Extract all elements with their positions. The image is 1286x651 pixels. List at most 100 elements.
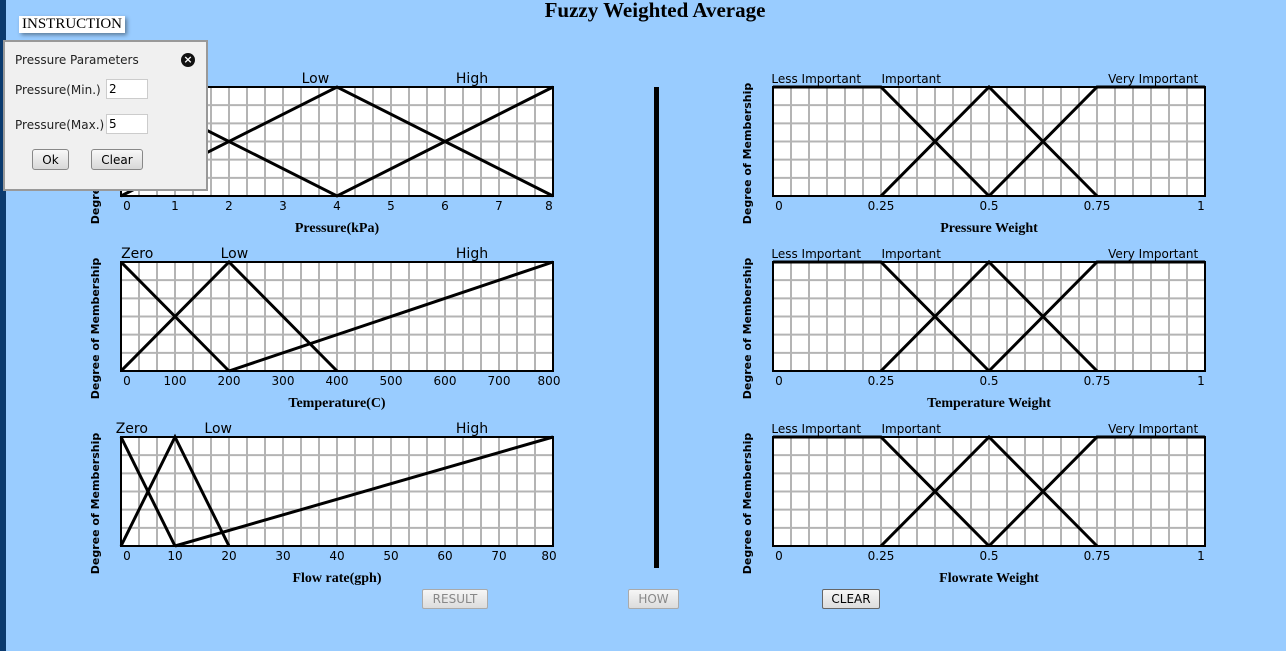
series-line-very-important (987, 435, 1205, 548)
series-line-important (879, 84, 1099, 198)
chart-svg: Less Important Important Very Important 0 0.… (741, 72, 1206, 236)
how-button[interactable]: HOW (628, 589, 679, 609)
y-axis-label: Degree of Membership (89, 433, 102, 575)
series-line-high (228, 260, 554, 373)
series-label: Zero (121, 246, 153, 262)
dialog-title: Pressure Parameters (15, 53, 139, 67)
y-axis-label: Degree of Membership (89, 258, 102, 400)
pressure-min-input[interactable] (106, 79, 148, 99)
series-label: Important (881, 72, 941, 86)
series-label: Low (221, 246, 249, 262)
x-axis-label: Pressure(kPa) (295, 221, 380, 236)
series-label: Low (302, 71, 330, 87)
x-tick-label: 40 (329, 549, 344, 563)
instruction-link[interactable]: INSTRUCTION (19, 16, 125, 33)
x-tick-label: 8 (545, 199, 553, 213)
series-line-less-important (773, 85, 991, 198)
series-label: Important (881, 247, 941, 261)
x-tick-label: 0 (123, 199, 131, 213)
chart-svg: Less Important Important Very Important 0 0.… (741, 247, 1206, 411)
x-tick-label: 1 (171, 199, 179, 213)
chart-svg: Zero Low High 0 100 200 300 400 500 600 700 800 Temp… (89, 246, 560, 411)
pressure-max-label: Pressure(Max.) (15, 118, 105, 132)
x-tick-label: 6 (441, 199, 449, 213)
x-tick-label: 80 (541, 549, 556, 563)
series-label: Low (204, 421, 232, 437)
series-label: High (456, 71, 488, 87)
x-axis-label: Pressure Weight (940, 221, 1038, 236)
x-tick-label: 0 (123, 549, 131, 563)
x-tick-label: 0.25 (868, 549, 895, 563)
x-tick-label: 0.5 (979, 374, 998, 388)
series-line-important (879, 434, 1099, 548)
x-tick-label: 20 (221, 549, 236, 563)
series-label: Very Important (1108, 247, 1198, 261)
x-tick-label: 0.25 (868, 199, 895, 213)
x-tick-label: 0.75 (1084, 549, 1111, 563)
series-line-low (119, 259, 339, 373)
clear-button[interactable]: CLEAR (822, 589, 880, 609)
x-tick-label: 30 (275, 549, 290, 563)
ok-button[interactable]: Ok (32, 149, 69, 170)
x-tick-label: 0 (775, 374, 783, 388)
x-tick-label: 0.5 (979, 199, 998, 213)
dialog-clear-button[interactable]: Clear (91, 149, 143, 170)
series-line-high (174, 435, 554, 548)
series-label: Less Important (771, 72, 861, 86)
x-axis-label: Temperature(C) (288, 396, 386, 411)
x-tick-label: 0.25 (868, 374, 895, 388)
x-tick-label: 0.5 (979, 549, 998, 563)
series-label: Zero (116, 421, 148, 437)
series-label: High (456, 421, 488, 437)
y-axis-label: Degree of Membership (741, 258, 754, 400)
series-line-less-important (773, 435, 991, 548)
series-label: Very Important (1108, 422, 1198, 436)
series-label: High (456, 246, 488, 262)
series-label: Very Important (1108, 72, 1198, 86)
series-line-less-important (773, 260, 991, 373)
x-tick-label: 50 (383, 549, 398, 563)
y-axis-label: Degree of Membership (741, 83, 754, 225)
pressure-parameters-dialog: Pressure Parameters × Pressure(Min.) Pre… (3, 40, 208, 191)
chart-svg: Zero Low High 0 10 20 30 40 50 60 70 80 Flow rate(gp… (89, 421, 557, 586)
x-tick-label: 700 (488, 374, 511, 388)
x-tick-label: 3 (279, 199, 287, 213)
series-line-very-important (987, 260, 1205, 373)
x-tick-label: 70 (491, 549, 506, 563)
left-edge-stripe (0, 0, 6, 651)
chart-svg: Less Important Important Very Important 0 0.… (741, 422, 1206, 586)
x-tick-label: 300 (272, 374, 295, 388)
close-icon[interactable]: × (181, 53, 195, 67)
x-axis-label: Temperature Weight (927, 396, 1051, 411)
x-tick-label: 0 (775, 549, 783, 563)
x-tick-label: 1 (1197, 549, 1205, 563)
pressure-max-input[interactable] (106, 114, 148, 134)
x-tick-label: 5 (387, 199, 395, 213)
series-label: Less Important (771, 422, 861, 436)
x-tick-label: 800 (538, 374, 561, 388)
plot-border (120, 436, 554, 547)
x-tick-label: 1 (1197, 199, 1205, 213)
result-button[interactable]: RESULT (422, 589, 488, 609)
series-label: Less Important (771, 247, 861, 261)
x-tick-label: 500 (380, 374, 403, 388)
x-tick-label: 0 (775, 199, 783, 213)
x-tick-label: 100 (164, 374, 187, 388)
x-tick-label: 200 (218, 374, 241, 388)
series-line-very-important (987, 85, 1205, 198)
x-tick-label: 2 (225, 199, 233, 213)
page-title: Fuzzy Weighted Average (544, 0, 766, 22)
x-tick-label: 0.75 (1084, 374, 1111, 388)
x-tick-label: 4 (333, 199, 341, 213)
series-line-low (119, 433, 231, 547)
x-tick-label: 10 (167, 549, 182, 563)
x-tick-label: 1 (1197, 374, 1205, 388)
x-tick-label: 0.75 (1084, 199, 1111, 213)
x-tick-label: 0 (123, 374, 131, 388)
x-axis-label: Flowrate Weight (939, 571, 1039, 586)
x-tick-label: 400 (326, 374, 349, 388)
series-line-important (879, 259, 1099, 373)
x-axis-label: Flow rate(gph) (292, 571, 381, 586)
divider (654, 87, 659, 568)
series-label: Important (881, 422, 941, 436)
